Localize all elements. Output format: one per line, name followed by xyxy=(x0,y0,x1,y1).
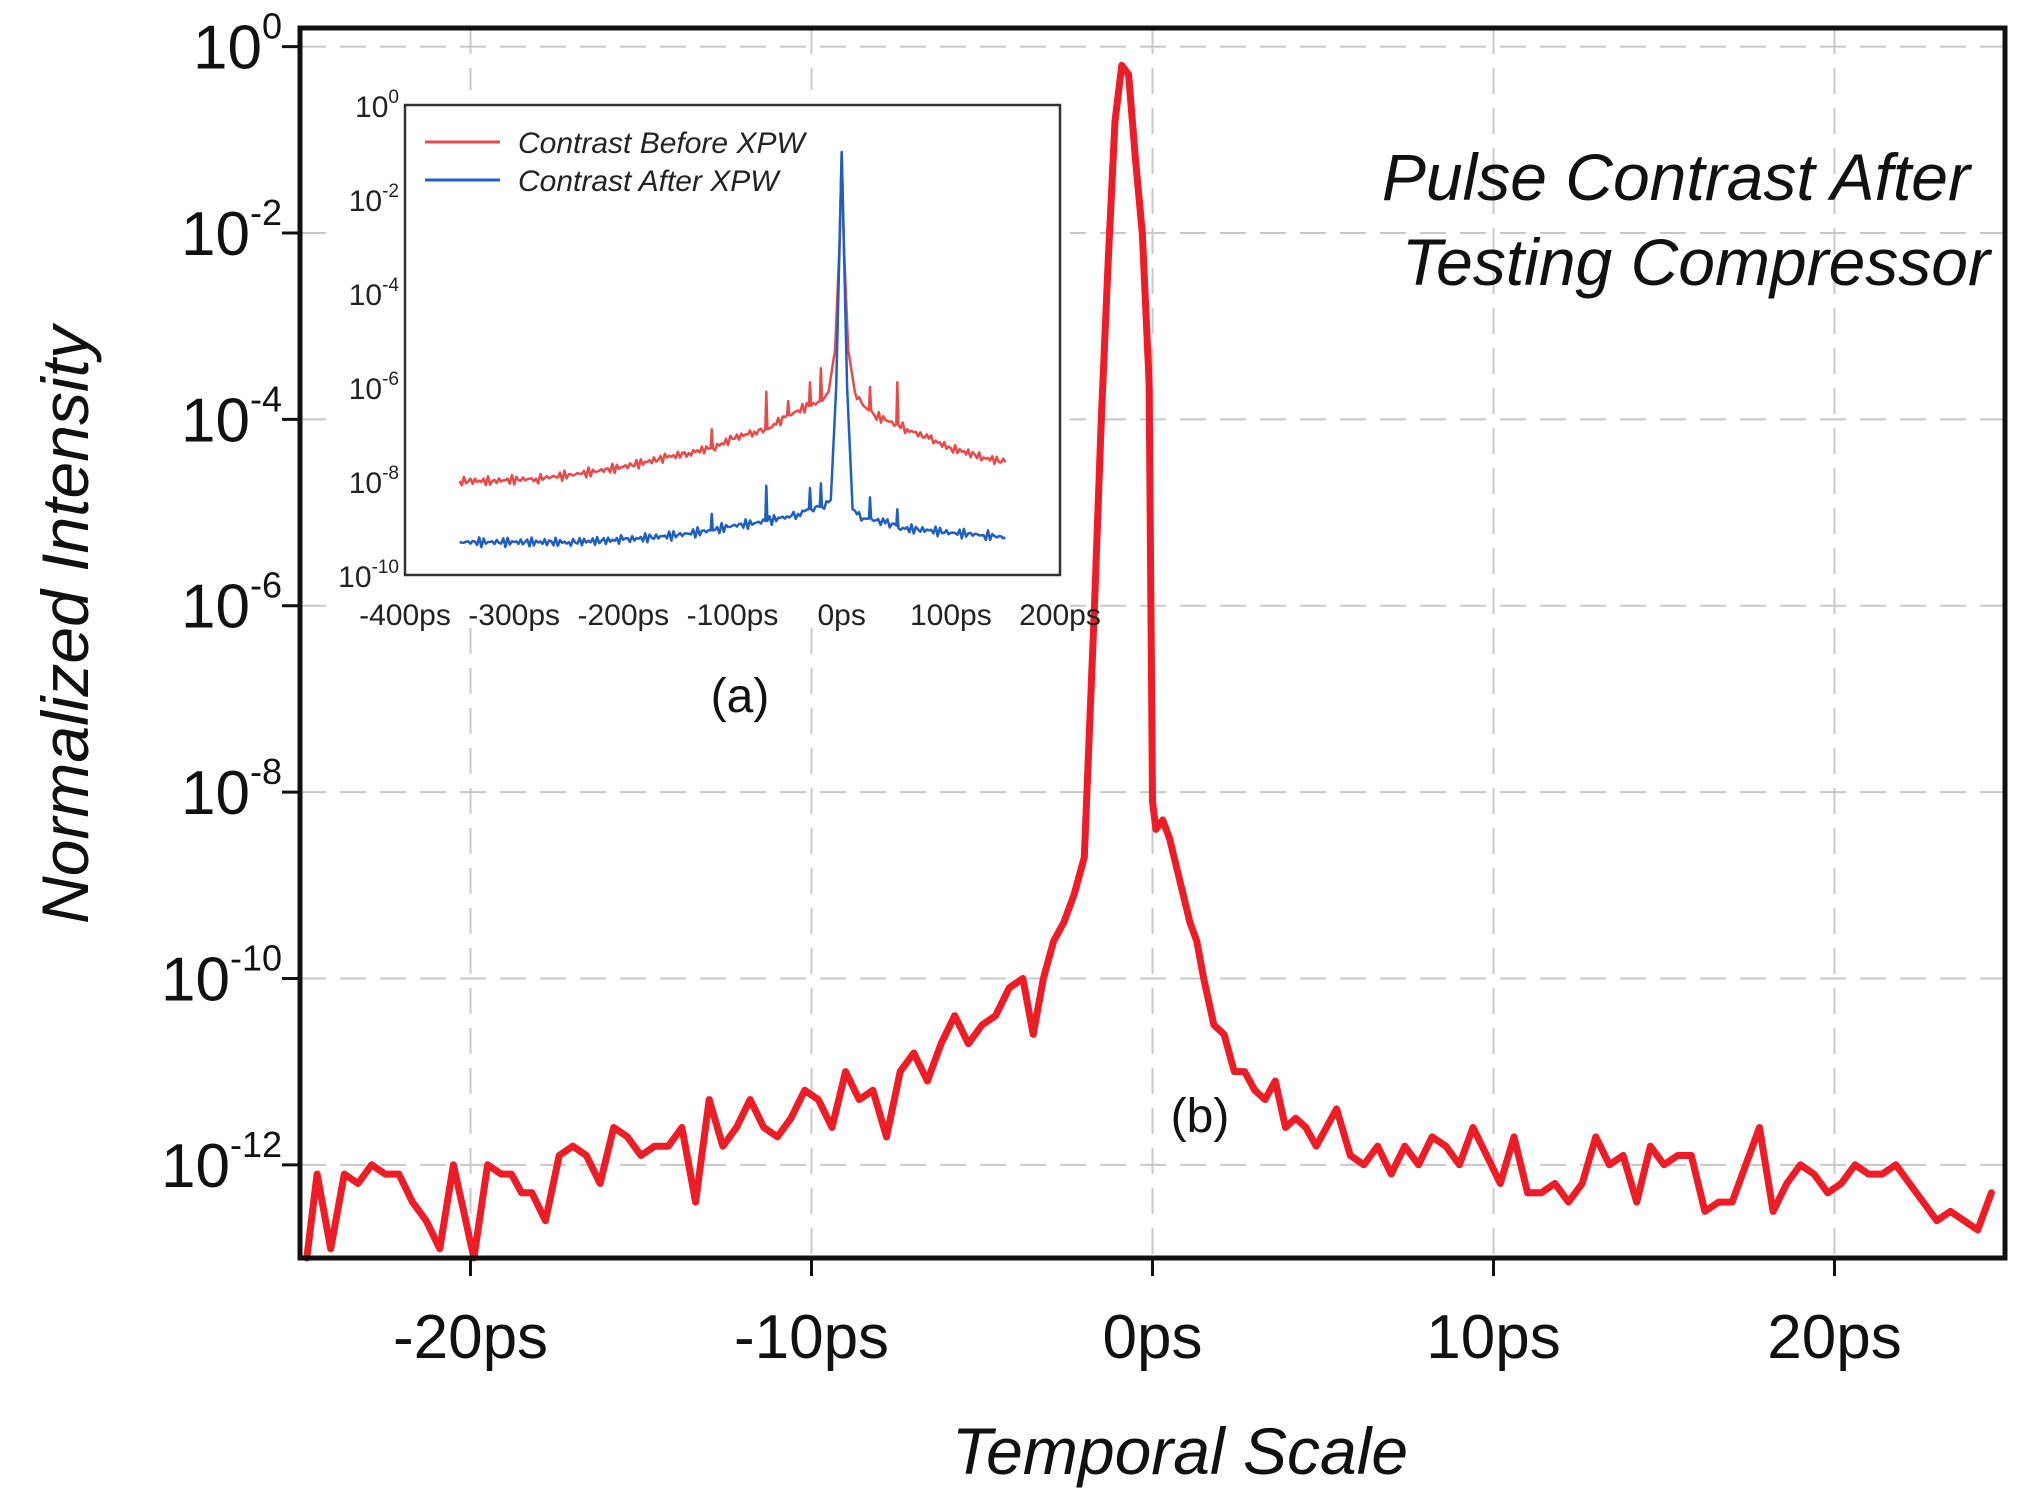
inset-series-layer xyxy=(458,150,1007,549)
inset-legend: Contrast Before XPW Contrast After XPW xyxy=(425,127,807,198)
inset-x-tick-label: -400ps xyxy=(359,599,451,632)
main-y-tick-label: 10-10 xyxy=(161,937,282,1014)
inset-y-tick-label: 10-2 xyxy=(349,181,399,218)
panel-label-a: (a) xyxy=(711,670,770,723)
main-x-tick-label: 10ps xyxy=(1426,1303,1560,1372)
main-y-tick-label: 10-4 xyxy=(181,378,282,455)
inset-x-tick-label: -300ps xyxy=(468,599,560,632)
inset-x-tick-label: 200ps xyxy=(1019,599,1101,632)
main-series-layer xyxy=(303,61,1995,1262)
inset-x-ticks: -400ps -300ps -200ps -100ps 0ps 100ps 200ps xyxy=(359,599,1101,632)
inset-plot-frame xyxy=(403,103,1062,577)
main-y-tick-label: 10-6 xyxy=(181,565,282,642)
y-axis-title: Normalized Intensity xyxy=(28,322,102,924)
x-axis-title: Temporal Scale xyxy=(952,1414,1408,1488)
inset-y-tick-label: 10-8 xyxy=(349,463,399,500)
inset-y-tick-label: 10-4 xyxy=(349,275,400,312)
legend-label-before: Contrast Before XPW xyxy=(518,127,807,160)
main-y-tick-label: 10-2 xyxy=(181,192,282,269)
inset-x-tick-label: -200ps xyxy=(577,599,669,632)
inset-y-tick-label: 100 xyxy=(355,87,399,124)
main-x-tick-label: -20ps xyxy=(393,1303,548,1372)
chart-title-line-2: Testing Compressor xyxy=(1402,225,1993,299)
main-series-line xyxy=(303,61,1995,1262)
main-y-ticks: 100 10-2 10-4 10-6 10-8 10-10 10-12 xyxy=(161,6,300,1201)
inset-y-tick-label: 10-6 xyxy=(349,369,399,406)
inset-series-line xyxy=(458,150,1007,487)
main-x-ticks: -20ps -10ps 0ps 10ps 20ps xyxy=(393,1258,1902,1372)
legend-label-after: Contrast After XPW xyxy=(518,165,781,198)
main-y-tick-label: 10-12 xyxy=(161,1124,282,1201)
inset-y-ticks: 100 10-2 10-4 10-6 10-8 10-10 xyxy=(338,87,399,594)
inset-x-tick-label: 100ps xyxy=(910,599,992,632)
main-x-tick-label: 0ps xyxy=(1103,1303,1203,1372)
main-x-tick-label: 20ps xyxy=(1767,1303,1901,1372)
inset-series-line xyxy=(459,150,1006,549)
main-y-tick-label: 100 xyxy=(193,6,282,83)
main-x-tick-label: -10ps xyxy=(734,1303,889,1372)
inset-y-tick-label: 10-10 xyxy=(338,557,399,594)
inset-x-tick-label: -100ps xyxy=(687,599,779,632)
panel-label-b: (b) xyxy=(1171,1090,1230,1143)
main-y-tick-label: 10-8 xyxy=(181,751,282,828)
chart-title-line-1: Pulse Contrast After xyxy=(1382,140,1973,214)
inset-x-tick-label: 0ps xyxy=(817,599,865,632)
